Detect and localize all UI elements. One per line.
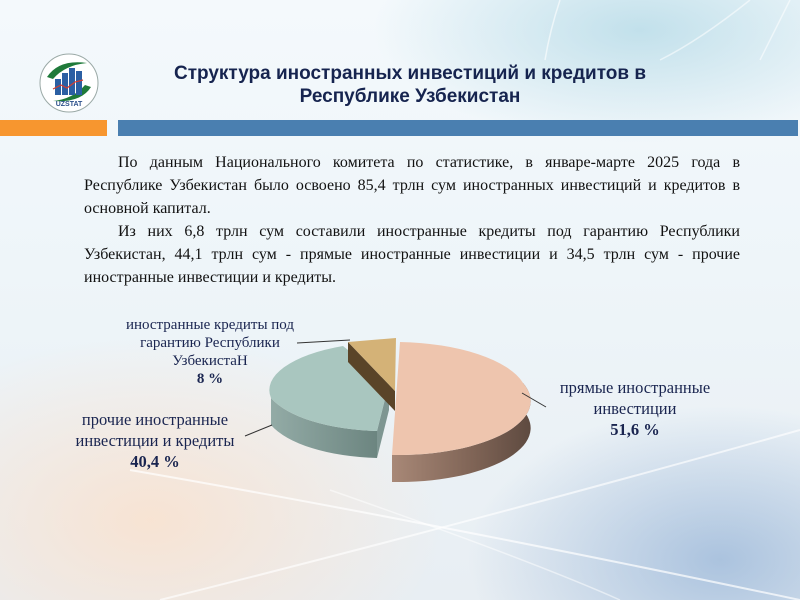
- label-other-name: прочие иностранные инвестиции и кредиты: [75, 410, 235, 450]
- paragraph-1: По данным Национального комитета по стат…: [84, 154, 740, 217]
- label-guaranteed-pct: 8 %: [196, 371, 224, 387]
- leader-line-guaranteed: [296, 339, 351, 344]
- page-title: Структура иностранных инвестиций и креди…: [173, 63, 647, 107]
- label-guaranteed-credits: иностранные кредиты под гарантию Республ…: [110, 316, 310, 388]
- label-direct-name: прямые иностранные инвестиции: [559, 378, 711, 418]
- leader-line-direct: [521, 392, 547, 408]
- slice-guaranteed-credits: [348, 338, 396, 411]
- label-guaranteed-name: иностранные кредиты под гарантию Республ…: [125, 317, 295, 369]
- logo-text: UZSTAT: [56, 101, 83, 108]
- divider-blue: [118, 120, 798, 136]
- pie-chart-3d: [244, 338, 547, 483]
- label-direct-investments: прямые иностранные инвестиции 51,6 %: [535, 377, 735, 440]
- summary-text: По данным Национального комитета по стат…: [84, 151, 740, 289]
- divider-orange: [0, 120, 107, 136]
- label-other-investments: прочие иностранные инвестиции и кредиты …: [65, 409, 245, 472]
- label-other-pct: 40,4 %: [130, 452, 180, 471]
- uzstat-logo: UZSTAT: [39, 53, 99, 113]
- leader-line-other: [244, 424, 273, 437]
- paragraph-2: Из них 6,8 трлн сум составили иностранны…: [84, 223, 740, 286]
- slice-direct-investments: [392, 342, 531, 483]
- label-direct-pct: 51,6 %: [610, 420, 660, 439]
